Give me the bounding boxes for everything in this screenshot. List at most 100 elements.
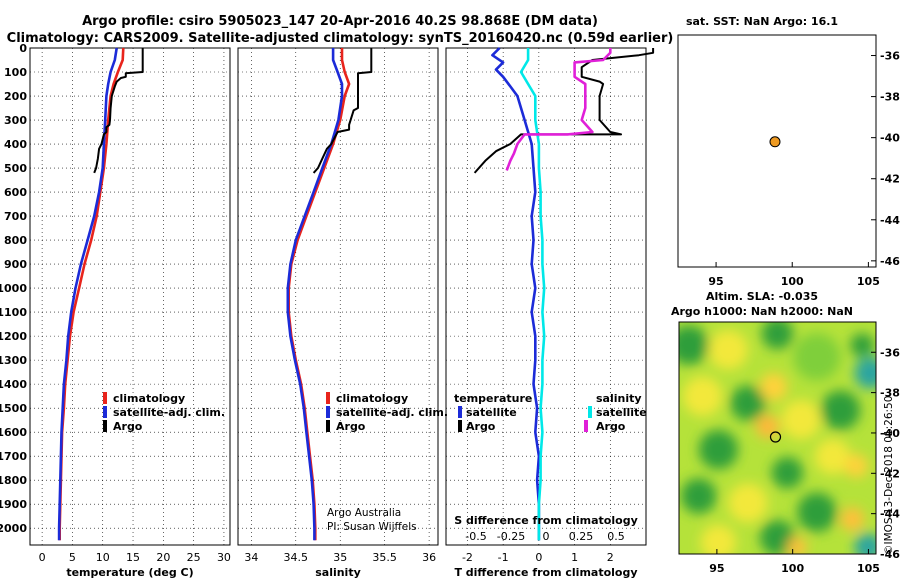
y-tick-label: 1500 <box>0 402 27 415</box>
x-tick-label: 2 <box>607 551 614 564</box>
y-tick-label: 0 <box>19 42 27 55</box>
series-line-satellite-adj-clim- <box>286 48 344 541</box>
temperature-legend: climatology satellite-adj. clim. Argo <box>103 392 225 433</box>
argo-location-marker <box>769 136 781 148</box>
y-tick-label: 1600 <box>0 426 27 439</box>
temperature-grid <box>30 47 230 545</box>
sst-map-frame <box>677 34 877 268</box>
temperature-tick-labels: 0 5 10 15 20 25 30 <box>39 551 231 564</box>
legend-swatch-temp-satellite <box>458 406 462 418</box>
sla-blob <box>771 457 804 489</box>
y-tick-label: 700 <box>4 210 27 223</box>
s-tick-label: -0.25 <box>497 530 525 543</box>
x-tick-label: -2 <box>462 551 473 564</box>
x-tick-label: 100 <box>781 562 804 575</box>
series-line-argo <box>93 48 144 174</box>
y-tick-label: -36 <box>880 346 900 359</box>
sla-blob <box>680 478 717 514</box>
sla-blob <box>682 376 723 416</box>
x-tick-label: 20 <box>156 551 170 564</box>
x-tick-label: 34.5 <box>284 551 309 564</box>
y-tick-label: 1800 <box>0 474 27 487</box>
series-line-climatology <box>287 48 351 541</box>
legend-swatch-sal-satellite <box>588 406 592 418</box>
legend-label-argo: Argo <box>336 420 366 433</box>
temperature-panel: 0 5 10 15 20 25 30 0 100 200 300 400 500 600 700 800 90… <box>0 42 231 579</box>
sla-map-title-line2: Argo h1000: NaN h2000: NaN <box>671 305 853 318</box>
legend-title-salinity: salinity <box>596 392 642 405</box>
sst-map-title: sat. SST: NaN Argo: 16.1 <box>686 15 838 28</box>
temperature-series <box>57 47 144 541</box>
y-tick-label: -40 <box>880 427 900 440</box>
sla-blob <box>698 429 739 470</box>
sst-map-panel: sat. SST: NaN Argo: 16.1 95 100 105 -36 -38 -… <box>677 15 900 288</box>
y-tick-label: 1700 <box>0 450 27 463</box>
y-tick-label: -38 <box>880 387 900 400</box>
y-tick-label: -46 <box>880 255 900 268</box>
legend-swatch-satellite <box>326 406 330 418</box>
sla-blob <box>761 322 794 350</box>
sla-blob <box>781 399 821 440</box>
x-tick-label: 15 <box>126 551 140 564</box>
y-tick-label: 200 <box>4 90 27 103</box>
x-tick-label: -1 <box>498 551 509 564</box>
series-line-salinity-satellite <box>519 48 546 541</box>
y-tick-label: 1000 <box>0 282 27 295</box>
x-tick-label: 0 <box>535 551 542 564</box>
difference-series <box>473 47 655 541</box>
depth-tick-labels: 0 100 200 300 400 500 600 700 800 900 1000 1100 1200… <box>0 42 27 535</box>
y-tick-label: -44 <box>880 508 900 521</box>
sla-map-title-line1: Altim. SLA: -0.035 <box>706 290 818 303</box>
x-tick-label: 30 <box>217 551 231 564</box>
s-tick-label: -0.5 <box>465 530 486 543</box>
temperature-xlabel: temperature (deg C) <box>66 566 193 579</box>
difference-grid <box>446 47 646 545</box>
legend-swatch-temp-argo <box>458 420 462 432</box>
sla-blob <box>814 438 851 475</box>
sla-map-panel: Altim. SLA: -0.035 Argo h1000: NaN h2000… <box>671 290 900 575</box>
x-tick-label: 36 <box>422 551 436 564</box>
sla-blob <box>820 390 861 430</box>
legend-label-sal-satellite: satellite <box>596 406 647 419</box>
sla-blob <box>759 373 788 401</box>
figure-title-line2: Climatology: CARS2009. Satellite-adjuste… <box>7 31 674 46</box>
difference-tick-labels: -2 -1 0 1 2 <box>462 551 614 564</box>
legend-swatch-climatology <box>326 392 330 404</box>
legend-swatch-satellite <box>103 406 107 418</box>
difference-panel: -2 -1 0 1 2 -0.5 -0.25 0 0.25 0.5 S difference f… <box>445 47 655 579</box>
salinity-series <box>286 48 373 541</box>
y-tick-label: 1100 <box>0 306 27 319</box>
sla-map-ticks: 95 100 105 -36 -38 -40 -42 -44 -46 <box>709 346 900 575</box>
sla-blob <box>840 507 865 532</box>
sla-blob <box>730 385 766 421</box>
x-tick-label: 95 <box>708 275 723 288</box>
legend-swatch-sal-argo <box>584 420 588 432</box>
y-tick-label: -38 <box>880 91 900 104</box>
y-tick-label: 100 <box>4 66 27 79</box>
y-tick-label: 1900 <box>0 498 27 511</box>
x-tick-label: 35 <box>333 551 347 564</box>
sla-blob <box>844 454 869 478</box>
credit-line1: Argo Australia <box>327 507 401 519</box>
legend-label-climatology: climatology <box>113 392 185 405</box>
x-tick-label: 95 <box>709 562 724 575</box>
s-tick-label: 0.5 <box>607 530 625 543</box>
sla-blob <box>759 520 796 554</box>
y-tick-label: 800 <box>4 234 27 247</box>
figure-title-line1: Argo profile: csiro 5905023_147 20-Apr-2… <box>82 14 598 29</box>
sla-blob <box>708 330 748 370</box>
sla-blob <box>850 333 875 358</box>
difference-axes-frame <box>445 47 647 546</box>
series-line-argo <box>312 48 373 174</box>
sla-blob <box>793 333 841 381</box>
sla-blob <box>797 492 837 532</box>
series-line-temperature-argo <box>473 48 655 174</box>
y-tick-label: -42 <box>880 467 900 480</box>
y-tick-label: 2000 <box>0 522 27 535</box>
credit-line2: PI: Susan Wijffels <box>327 521 417 533</box>
x-tick-label: 100 <box>781 275 804 288</box>
legend-label-temp-satellite: satellite <box>466 406 517 419</box>
sla-blob <box>854 533 876 554</box>
